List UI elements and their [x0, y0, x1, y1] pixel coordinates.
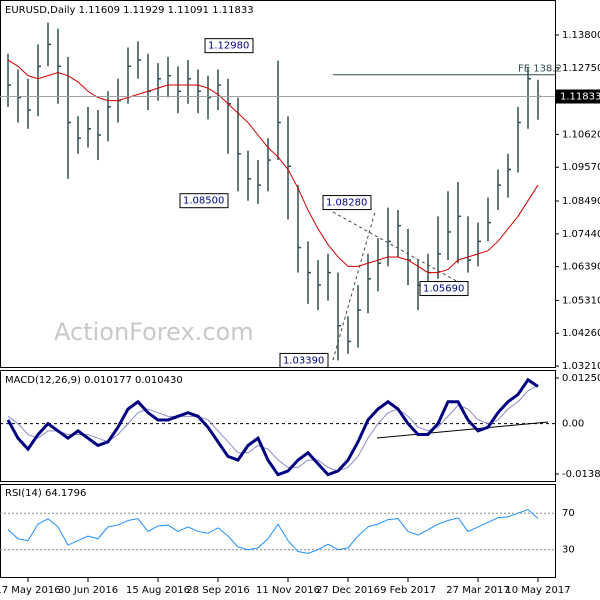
rsi-line [7, 508, 539, 554]
annotation-box [419, 281, 469, 297]
x-tick-label: 30 Jun 2016 [58, 585, 118, 596]
macd-panel [0, 370, 556, 482]
x-tick-label: 28 Sep 2016 [186, 585, 249, 596]
fe-label: FE 138.2 [518, 64, 562, 75]
y-tick-label: 1.03210 [562, 361, 600, 372]
x-tick-label: 15 Aug 2016 [126, 585, 190, 596]
annotation-box [322, 195, 372, 211]
annotation-box [179, 193, 229, 209]
signal-line [7, 385, 539, 472]
annotation-label: 1.12980 [208, 41, 249, 52]
y-tick-label: 1.10620 [562, 129, 600, 140]
annotation-box [204, 38, 254, 54]
x-tick-label: 11 Nov 2016 [256, 585, 320, 596]
annotation-label: 1.05690 [423, 284, 464, 295]
annotation-label: 1.08280 [326, 198, 367, 209]
annotation-box [279, 352, 329, 368]
y-tick-label: 1.04260 [562, 328, 600, 339]
price-panel [0, 0, 556, 368]
y-tick-label: 0.00 [562, 419, 584, 430]
last-price-box [556, 89, 600, 104]
y-tick-label: 1.12750 [562, 63, 600, 74]
x-tick-label: 9 Feb 2017 [380, 585, 436, 596]
y-tick-label: 1.09570 [562, 162, 600, 173]
rsi-title: RSI(14) 64.1796 [5, 488, 86, 499]
y-tick-label: 1.06390 [562, 262, 600, 273]
y-tick-label: -0.013813 [562, 469, 600, 480]
y-tick-label: 70 [562, 508, 575, 519]
y-tick-label: 1.13800 [562, 30, 600, 41]
y-tick-label: 0.012509 [562, 373, 600, 384]
y-tick-label: 30 [562, 545, 575, 556]
x-tick-label: 17 May 2016 [0, 585, 61, 596]
trend-line [332, 211, 376, 361]
macd-title: MACD(12,26,9) 0.010177 0.010430 [5, 375, 183, 386]
y-tick-label: 1.05310 [562, 295, 600, 306]
macd-line [6, 377, 539, 477]
annotation-label: 1.03390 [283, 355, 324, 366]
watermark: ActionForex.com [54, 318, 254, 346]
x-tick-label: 10 May 2017 [505, 585, 570, 596]
trend-line [332, 211, 461, 284]
x-tick-label: 27 Mar 2017 [446, 585, 509, 596]
y-tick-label: 1.08490 [562, 196, 600, 207]
last-price-label: 1.11833 [560, 92, 600, 103]
rsi-panel [0, 484, 556, 578]
y-tick-label: 1.07440 [562, 229, 600, 240]
x-tick-label: 27 Dec 2016 [316, 585, 380, 596]
annotation-label: 1.08500 [183, 196, 224, 207]
macd-trend-line [376, 421, 549, 439]
price-title: EURUSD,Daily 1.11609 1.11929 1.11091 1.1… [5, 5, 254, 16]
